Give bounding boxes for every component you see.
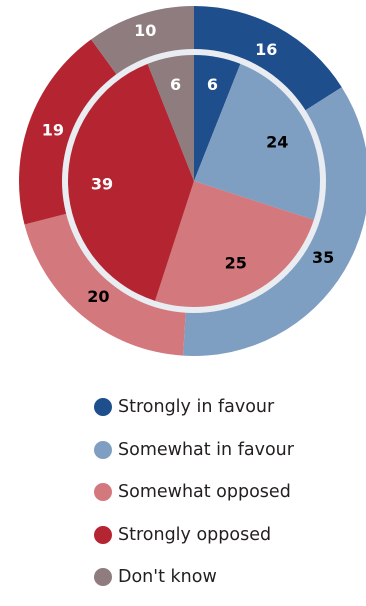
- outer-value-label-somewhat-in-favour: 35: [312, 248, 334, 267]
- inner-value-label-somewhat-in-favour: 24: [266, 132, 288, 151]
- inner-slice-don-t-know: [147, 55, 194, 181]
- legend-item-somewhat-opposed: Somewhat opposed: [94, 478, 294, 506]
- inner-slice-somewhat-in-favour: [194, 63, 321, 220]
- inner-value-label-strongly-opposed: 39: [91, 174, 113, 193]
- nested-donut-chart: 16 35 20 19 10 6 24 25 39 6: [19, 6, 366, 357]
- inner-slice-somewhat-opposed: [155, 181, 314, 308]
- legend-item-strongly-opposed: Strongly opposed: [94, 521, 294, 549]
- legend-label: Strongly in favour: [118, 397, 275, 417]
- legend-label: Somewhat in favour: [118, 439, 294, 460]
- segment-labels: 16 35 20 19 10 6 24 25 39 6: [42, 21, 334, 306]
- legend-label: Strongly opposed: [118, 524, 272, 545]
- inner-value-label-somewhat-opposed: 25: [225, 254, 247, 273]
- outer-value-label-strongly-in-favour: 16: [255, 40, 277, 59]
- legend-swatch: [94, 525, 112, 544]
- inner-value-label-strongly-in-favour: 6: [207, 75, 218, 94]
- legend-swatch: [94, 398, 112, 416]
- legend-item-strongly-in-favour: Strongly in favour: [94, 393, 294, 421]
- legend-label: Don't know: [118, 567, 217, 587]
- legend-item-don-t-know: Don't know: [94, 563, 294, 591]
- legend-swatch: [94, 483, 112, 501]
- outer-value-label-strongly-opposed: 19: [42, 121, 64, 140]
- inner-slice-strongly-opposed: [67, 63, 194, 301]
- inner-ring: [67, 55, 321, 308]
- legend-swatch: [94, 440, 112, 459]
- outer-value-label-somewhat-opposed: 20: [87, 287, 109, 306]
- inner-slice-strongly-in-favour: [194, 55, 241, 181]
- legend-label: Somewhat opposed: [118, 482, 291, 502]
- inner-value-label-don-t-know: 6: [170, 75, 181, 94]
- legend-swatch: [94, 568, 112, 586]
- outer-value-label-don-t-know: 10: [134, 21, 156, 40]
- legend: Strongly in favour Somewhat in favour Some…: [94, 393, 294, 606]
- legend-item-somewhat-in-favour: Somewhat in favour: [94, 436, 294, 464]
